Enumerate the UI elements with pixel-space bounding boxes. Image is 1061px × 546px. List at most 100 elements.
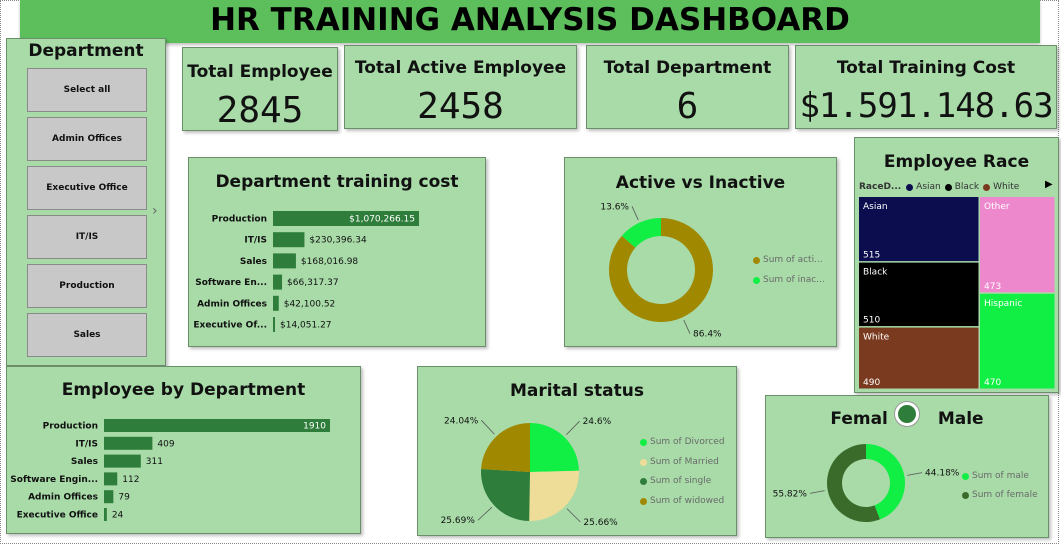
- data-label: 86.4%: [693, 330, 722, 340]
- treemap-cell: [859, 327, 979, 389]
- cell-value: 510: [863, 316, 880, 326]
- legend-label: Asian: [916, 182, 941, 192]
- kpi-value: 6: [676, 86, 699, 127]
- legend-dot: [962, 472, 969, 480]
- leader-line: [481, 420, 495, 435]
- legend-item: Sum of female: [962, 490, 1038, 500]
- cell-label: Hispanic: [984, 299, 1022, 309]
- legend-label: Sum of single: [650, 476, 712, 486]
- data-label: 25.66%: [583, 518, 618, 528]
- category-label: Production: [43, 422, 98, 432]
- chevron-right-icon[interactable]: ›: [152, 203, 158, 219]
- kpi-total-employee: Total Employee 2845: [182, 47, 338, 131]
- data-label: 409: [157, 439, 174, 449]
- slicer-item-it-is[interactable]: IT/IS: [27, 215, 147, 259]
- leader-line: [809, 490, 825, 494]
- bar: [104, 436, 153, 450]
- employee-race-treemap: Asian 515 Black 510 White 490 Other 473 Hispanic…: [859, 197, 1055, 389]
- legend-label: Sum of inac...: [763, 275, 825, 285]
- bar: [104, 419, 330, 432]
- bar: [104, 490, 114, 504]
- pie-slice: [481, 469, 530, 521]
- slicer-item-select-all[interactable]: Select all: [27, 68, 147, 112]
- legend-dot: [640, 458, 647, 466]
- category-label: Executive Of...: [193, 321, 267, 331]
- chart-title: Department training cost: [215, 172, 459, 192]
- department-training-cost-panel: Department training cost Production $1,07…: [188, 157, 486, 347]
- data-label: 24.6%: [583, 417, 612, 427]
- kpi-label: Total Training Cost: [836, 58, 1016, 78]
- legend-dot: [640, 477, 647, 485]
- legend-dot: [906, 183, 914, 191]
- legend-item: Sum of widowed: [640, 496, 724, 506]
- legend-dot: [753, 276, 760, 284]
- category-label: Software En...: [195, 278, 267, 288]
- active-vs-inactive-panel: Active vs Inactive 86.4% 13.6% Sum of act…: [564, 157, 837, 347]
- treemap-cell: [980, 293, 1055, 389]
- treemap-cell: [980, 197, 1055, 293]
- data-label: 24: [112, 511, 124, 521]
- active-vs-inactive-chart: 86.4% 13.6%: [600, 202, 722, 340]
- slicer-item-sales[interactable]: Sales: [27, 313, 147, 357]
- legend-dot: [944, 183, 952, 191]
- dashboard-title: HR TRAINING ANALYSIS DASHBOARD: [210, 2, 850, 38]
- data-label: 24.04%: [444, 416, 479, 426]
- slicer-title: Department: [28, 41, 144, 61]
- bar: [104, 472, 118, 486]
- cell-value: 473: [984, 282, 1001, 292]
- leader-line: [566, 508, 581, 523]
- bar: [273, 274, 283, 290]
- pie-slice: [530, 423, 579, 472]
- chart-title: Employee Race: [883, 152, 1030, 172]
- legend-label: Black: [954, 182, 980, 192]
- employee-by-department-panel: Employee by Department Production 1910 IT/…: [6, 366, 361, 534]
- legend-dot: [640, 497, 647, 505]
- bar: [104, 508, 107, 521]
- department-training-cost-chart: Production $1,070,266.15 IT/IS $230,396.34 S…: [193, 211, 419, 332]
- bar: [273, 295, 279, 311]
- category-label: Sales: [240, 257, 267, 267]
- legend-label: Sum of acti...: [763, 255, 823, 265]
- leader-line: [907, 472, 923, 476]
- bar: [273, 317, 275, 332]
- cell-value: 515: [863, 251, 880, 261]
- data-label: 55.82%: [773, 489, 808, 499]
- data-label: 25.69%: [441, 516, 476, 526]
- department-slicer: Department Select all Admin Offices Exec…: [6, 38, 166, 366]
- kpi-value: 2845: [216, 90, 304, 131]
- category-label: IT/IS: [75, 439, 98, 449]
- legend-label: Sum of female: [972, 490, 1038, 500]
- pie-slice: [529, 470, 579, 521]
- legend-dot: [962, 491, 969, 499]
- legend-dot: [640, 438, 647, 446]
- kpi-value: $1.591.148.63: [799, 86, 1053, 126]
- cell-value: 470: [984, 378, 1001, 388]
- slicer-item-executive-office[interactable]: Executive Office: [27, 166, 147, 210]
- female-vs-male-panel: Femal s Male 44.18%55.82% Sum of male Su…: [765, 395, 1049, 538]
- legend-next-arrow-icon[interactable]: ▶: [1045, 179, 1053, 190]
- kpi-label: Total Employee: [187, 62, 333, 82]
- legend-item: Sum of inac...: [753, 275, 825, 285]
- dashboard-title-banner: HR TRAINING ANALYSIS DASHBOARD: [20, 0, 1040, 43]
- data-label: 13.6%: [600, 202, 629, 212]
- leader-line: [631, 206, 639, 221]
- female-vs-male-chart: 44.18% 55.82%: [773, 444, 960, 522]
- chart-title: Active vs Inactive: [615, 173, 786, 193]
- kpi-total-department: Total Department 6: [586, 45, 789, 129]
- kpi-total-active-employee: Total Active Employee 2458: [344, 45, 577, 129]
- treemap-cell: [859, 197, 979, 262]
- legend-label: White: [993, 182, 1020, 192]
- slicer-item-production[interactable]: Production: [27, 264, 147, 308]
- chart-title: Employee by Department: [61, 380, 306, 400]
- kpi-value: 2458: [417, 86, 504, 127]
- legend-item: Sum of Married: [640, 457, 719, 467]
- legend-label: Sum of widowed: [650, 496, 725, 506]
- data-label: $168,016.98: [301, 257, 359, 267]
- data-label: $14,051.27: [280, 321, 332, 331]
- globe-icon: [894, 401, 920, 427]
- pie-slice: [609, 218, 713, 322]
- data-label: $66,317.37: [287, 278, 339, 288]
- legend-item: Sum of single: [640, 476, 711, 486]
- slicer-item-admin-offices[interactable]: Admin Offices: [27, 117, 147, 161]
- bar: [273, 211, 419, 226]
